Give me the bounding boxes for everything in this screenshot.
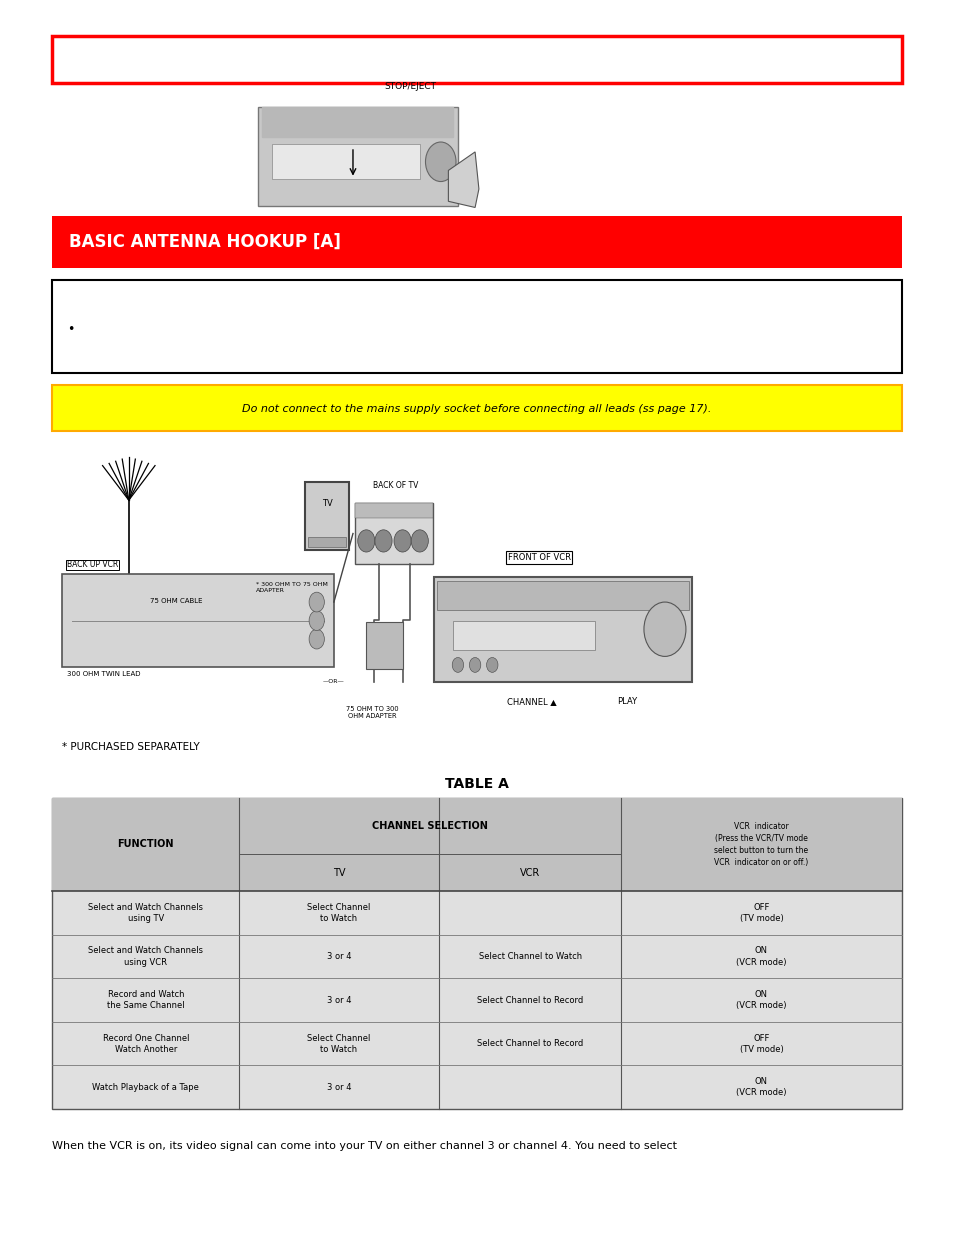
Text: When the VCR is on, its video signal can come into your TV on either channel 3 o: When the VCR is on, its video signal can… [52,1141,677,1151]
Bar [436,580,688,610]
Bar [52,798,901,892]
Text: OFF
(TV mode): OFF (TV mode) [739,1034,782,1053]
Text: OFF
(TV mode): OFF (TV mode) [739,903,782,923]
Text: BACK OF TV: BACK OF TV [373,482,418,490]
Text: Select and Watch Channels
using VCR: Select and Watch Channels using VCR [89,946,203,967]
Text: FRONT OF VCR: FRONT OF VCR [507,553,570,562]
Circle shape [375,530,392,552]
Circle shape [309,592,324,611]
Polygon shape [262,107,453,137]
Text: 3 or 4: 3 or 4 [327,995,351,1004]
Text: Select Channel to Watch: Select Channel to Watch [478,952,581,961]
Text: CHANNEL SELECTION: CHANNEL SELECTION [372,821,488,831]
Bar [52,385,901,431]
Polygon shape [448,152,478,207]
Bar [366,622,402,669]
Text: 300 OHM TWIN LEAD: 300 OHM TWIN LEAD [67,671,140,677]
Text: VCR: VCR [519,867,539,878]
Bar [52,216,901,268]
Text: ON
(VCR mode): ON (VCR mode) [736,946,786,967]
Text: Record and Watch
the Same Channel: Record and Watch the Same Channel [107,990,185,1010]
Bar [62,574,334,667]
Text: 75 OHM TO 300
OHM ADAPTER: 75 OHM TO 300 OHM ADAPTER [345,706,398,720]
Circle shape [425,142,456,182]
Text: STOP/EJECT: STOP/EJECT [384,83,436,91]
Text: Record One Channel
Watch Another: Record One Channel Watch Another [103,1034,189,1053]
Circle shape [452,657,463,672]
Bar [52,798,901,1109]
Bar [52,36,901,83]
Bar [257,107,457,206]
Bar [52,280,901,373]
Text: •: • [67,324,74,336]
Bar [453,621,595,650]
Text: BACK UP VCR: BACK UP VCR [67,561,118,569]
Text: BASIC ANTENNA HOOKUP [A]: BASIC ANTENNA HOOKUP [A] [69,233,340,251]
Circle shape [643,603,685,657]
Text: Select and Watch Channels
using TV: Select and Watch Channels using TV [89,903,203,923]
Circle shape [309,630,324,650]
Circle shape [486,657,497,672]
Text: Select Channel
to Watch: Select Channel to Watch [307,1034,371,1053]
Text: * 300 OHM TO 75 OHM
ADAPTER: * 300 OHM TO 75 OHM ADAPTER [255,582,327,594]
Circle shape [309,611,324,630]
Text: PLAY: PLAY [617,697,637,706]
Bar [355,503,433,519]
Text: 3 or 4: 3 or 4 [327,952,351,961]
Circle shape [394,530,411,552]
Bar [272,144,419,179]
Text: Do not connect to the mains supply socket before connecting all leads (ss page 1: Do not connect to the mains supply socke… [242,404,711,414]
Bar [355,503,433,564]
Text: TV: TV [321,499,333,508]
Text: CHANNEL ▲: CHANNEL ▲ [507,697,557,706]
Text: FUNCTION: FUNCTION [117,840,174,850]
Bar [434,577,691,682]
Text: 3 or 4: 3 or 4 [327,1083,351,1092]
Circle shape [357,530,375,552]
Text: VCR  indicator
(Press the VCR/TV mode
select button to turn the
VCR  indicator o: VCR indicator (Press the VCR/TV mode sel… [714,823,808,867]
Text: TABLE A: TABLE A [445,777,508,792]
Text: Select Channel to Record: Select Channel to Record [476,995,582,1004]
Text: * PURCHASED SEPARATELY: * PURCHASED SEPARATELY [62,742,199,752]
Circle shape [411,530,428,552]
Text: ON
(VCR mode): ON (VCR mode) [736,990,786,1010]
Text: TV: TV [333,867,345,878]
Text: Select Channel to Record: Select Channel to Record [476,1039,582,1049]
Text: Select Channel
to Watch: Select Channel to Watch [307,903,371,923]
Bar [305,482,349,550]
Text: —OR—: —OR— [323,679,344,684]
Text: ON
(VCR mode): ON (VCR mode) [736,1077,786,1097]
Text: Watch Playback of a Tape: Watch Playback of a Tape [92,1083,199,1092]
Circle shape [469,657,480,672]
Text: 75 OHM CABLE: 75 OHM CABLE [150,598,203,604]
Bar [308,537,346,547]
